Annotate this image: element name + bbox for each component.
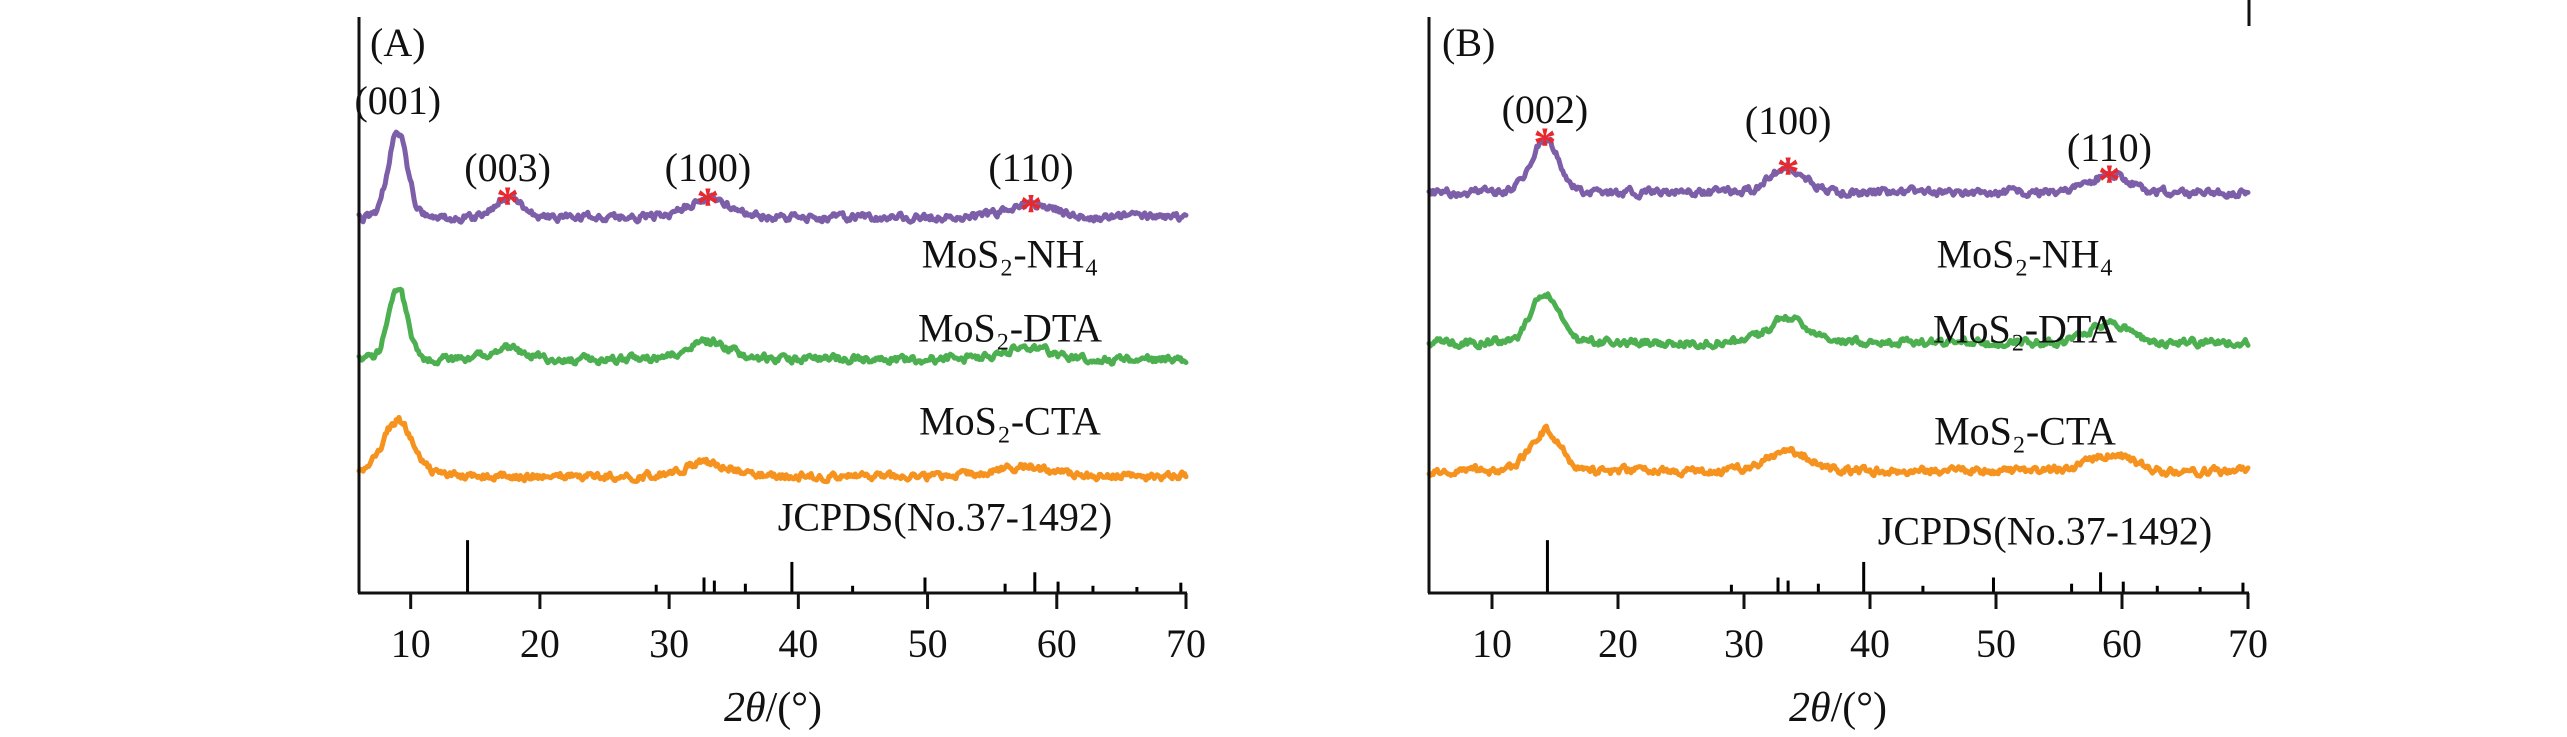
x-axis-label-a-unit: /(°)	[765, 685, 823, 731]
xrd-curve-mos-cta-(A)	[356, 414, 1189, 485]
jcpds-reference-pattern-(B)	[1545, 540, 2245, 592]
x-tick-label: 70	[2228, 621, 2268, 666]
peak-asterisk: *	[1019, 184, 1042, 235]
x-axis-label-b: 2θ/(°)	[1789, 684, 1887, 732]
peak-label: (110)	[2067, 125, 2152, 170]
xrd-curve-mos-dta-(A)	[356, 286, 1189, 367]
curve-label-mos2-nh4-a: MoS₂-NH₄	[921, 231, 1099, 277]
x-tick-label: 20	[1598, 621, 1638, 666]
x-tick-label: 70	[1166, 621, 1206, 666]
xrd-curve-mos-nh--(A)	[356, 129, 1189, 225]
peak-label: (100)	[665, 145, 752, 190]
x-axis-label-b-theta: 2θ	[1788, 685, 1831, 731]
x-tick-label: 10	[391, 621, 431, 666]
x-tick-label: 50	[1976, 621, 2016, 666]
x-tick-label: 20	[520, 621, 560, 666]
peak-asterisk: *	[496, 176, 519, 227]
x-axis-label-b-unit: /(°)	[1830, 685, 1888, 731]
peak-label: (100)	[1745, 98, 1832, 143]
x-tick-label: 50	[908, 621, 948, 666]
x-tick-label: 60	[2102, 621, 2142, 666]
panel-b-label: (B)	[1442, 20, 1496, 65]
xrd-curve-mos-dta-(B)	[1426, 291, 2251, 351]
peak-label: (001)	[354, 78, 441, 123]
curve-label-mos2-dta-b: MoS₂-DTA	[1932, 306, 2118, 352]
peak-label: (110)	[988, 145, 1073, 190]
xrd-curve-mos-cta-(B)	[1426, 423, 2251, 479]
curve-label-mos2-cta-b: MoS₂-CTA	[1934, 408, 2116, 454]
peak-label: (002)	[1502, 87, 1589, 132]
x-tick-label: 30	[1724, 621, 1764, 666]
x-tick-label: 10	[1472, 621, 1512, 666]
x-tick-label: 40	[778, 621, 818, 666]
x-tick-label: 60	[1037, 621, 1077, 666]
peak-asterisk: *	[2098, 154, 2121, 205]
reference-label-b: JCPDS(No.37-1492)	[1877, 508, 2213, 554]
x-axis-label-a: 2θ/(°)	[724, 684, 822, 732]
curve-label-mos2-cta-a: MoS₂-CTA	[919, 398, 1101, 444]
peak-label: (003)	[464, 145, 551, 190]
peak-asterisk: *	[696, 177, 719, 228]
x-axis-label-a-theta: 2θ	[723, 685, 766, 731]
xrd-curve-mos-nh--(B)	[1426, 136, 2251, 201]
peak-asterisk: *	[1777, 146, 1800, 197]
curve-label-mos2-nh4-b: MoS₂-NH₄	[1936, 231, 2114, 277]
x-tick-label: 30	[649, 621, 689, 666]
reference-label-a: JCPDS(No.37-1492)	[777, 494, 1113, 540]
peak-asterisk: *	[1533, 118, 1556, 169]
jcpds-reference-pattern-(A)	[466, 540, 1183, 592]
panel-a-label: (A)	[370, 20, 426, 65]
curve-label-mos2-dta-a: MoS₂-DTA	[917, 305, 1103, 351]
x-tick-label: 40	[1850, 621, 1890, 666]
